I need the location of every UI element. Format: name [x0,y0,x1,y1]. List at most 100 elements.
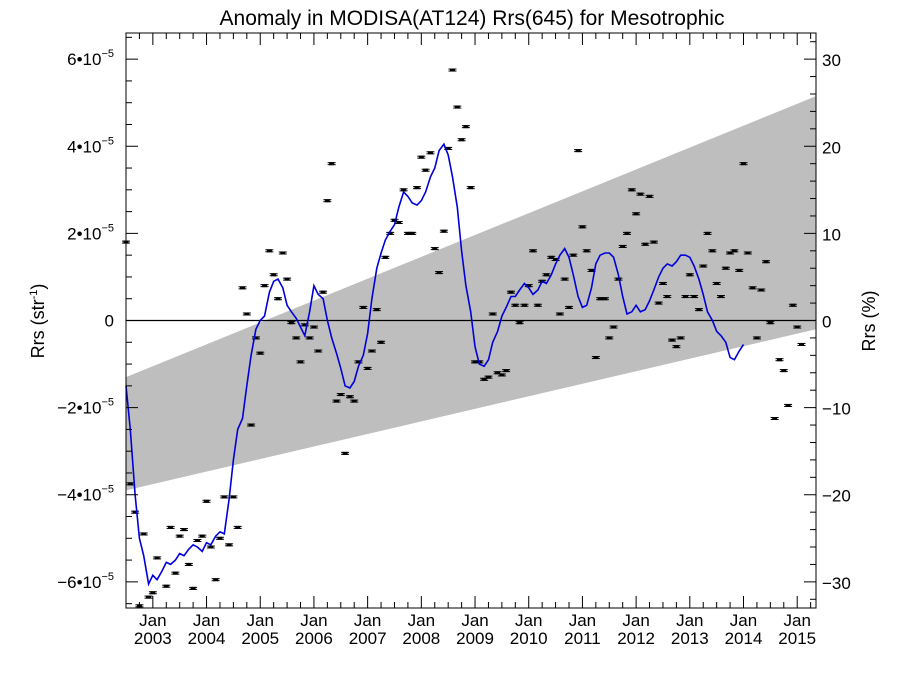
data-point [633,212,639,216]
data-point [230,495,236,499]
data-point [396,220,402,224]
data-point [307,336,313,340]
data-point [248,423,254,427]
data-point [767,321,773,325]
data-point [181,528,187,532]
x-tick-year: 2010 [510,629,548,648]
x-tick-year: 2004 [188,629,226,648]
data-point [615,277,621,281]
data-point [387,231,393,235]
left-tick-label: −4•10−5 [57,484,114,505]
right-tick-label: −10 [822,400,851,419]
data-point [642,242,648,246]
data-point [284,277,290,281]
data-point [526,284,532,288]
data-point [745,251,751,255]
right-tick-label: 20 [822,138,841,157]
data-point [257,351,263,355]
data-point [584,249,590,253]
x-tick-year: 2003 [134,629,172,648]
data-point [132,510,138,514]
data-point [718,295,724,299]
data-point [485,375,491,379]
left-axis-label: Rrs (str-1) [28,284,48,359]
data-point [311,325,317,329]
data-point [696,308,702,312]
data-point [449,68,455,72]
x-tick-year: 2014 [725,629,763,648]
data-point [163,584,169,588]
data-point [687,273,693,277]
data-points [122,68,806,608]
data-point [499,373,505,377]
data-point [495,371,501,375]
data-point [436,271,442,275]
x-tick-month: Jan [515,611,542,630]
data-point [409,231,415,235]
x-tick-month: Jan [408,611,435,630]
data-point [727,251,733,255]
data-point [579,225,585,229]
right-axis-label: Rrs (%) [859,291,879,352]
data-point [472,360,478,364]
x-tick-month: Jan [676,611,703,630]
data-point [217,536,223,540]
data-point [602,297,608,301]
data-point [656,301,662,305]
data-point [691,295,697,299]
data-point [414,186,420,190]
data-point [432,247,438,251]
data-point [454,105,460,109]
data-point [221,495,227,499]
data-point [177,534,183,538]
data-point [441,229,447,233]
data-point [597,297,603,301]
data-point [226,543,232,547]
smoothed-series-line [125,142,745,587]
data-point [445,146,451,150]
data-point [794,325,800,329]
data-point [593,356,599,360]
data-point [244,312,250,316]
data-point [266,249,272,253]
data-point [776,358,782,362]
left-tick-label: 4•10−5 [67,135,114,156]
data-point [611,325,617,329]
data-point [342,451,348,455]
x-tick-year: 2015 [778,629,816,648]
x-tick-month: Jan [461,611,488,630]
data-point [240,286,246,290]
data-point [723,266,729,270]
data-point [324,199,330,203]
data-point [271,273,277,277]
data-point [512,303,518,307]
data-point [790,303,796,307]
right-tick-label: 30 [822,51,841,70]
data-point [736,268,742,272]
data-point [275,297,281,301]
x-tick-month: Jan [193,611,220,630]
x-tick-year: 2013 [671,629,709,648]
data-point [172,571,178,575]
data-point [508,290,514,294]
data-point [562,277,568,281]
x-tick-month: Jan [730,611,757,630]
data-point [490,312,496,316]
left-tick-label: −6•10−5 [57,571,114,592]
data-point [186,562,192,566]
left-axis-label-exp: -1 [28,290,40,300]
x-tick-year: 2009 [456,629,494,648]
data-point [360,305,366,309]
data-point [620,244,626,248]
data-point [714,281,720,285]
data-point [280,251,286,255]
data-point [557,312,563,316]
data-point [141,532,147,536]
data-point [459,138,465,142]
data-point [754,336,760,340]
data-point [709,249,715,253]
data-point [629,188,635,192]
data-point [208,545,214,549]
data-point [369,349,375,353]
